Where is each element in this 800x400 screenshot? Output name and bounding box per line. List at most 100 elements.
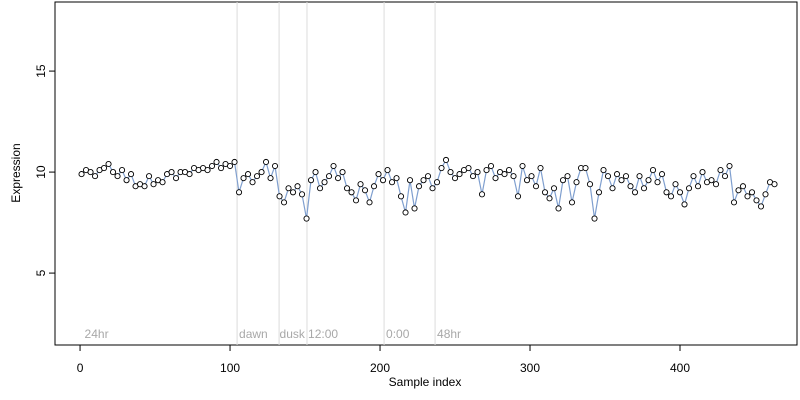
data-point: [402, 209, 409, 216]
data-point: [141, 183, 148, 190]
data-point: [654, 179, 661, 186]
data-point: [771, 181, 778, 188]
data-point: [739, 183, 747, 190]
data-point: [627, 183, 634, 190]
data-point: [744, 193, 751, 200]
data-point: [298, 191, 306, 198]
data-point: [226, 162, 234, 170]
data-point: [150, 181, 157, 188]
annotation: dusk: [280, 327, 306, 341]
data-point: [303, 215, 310, 222]
data-point: [285, 185, 292, 192]
data-point: [159, 179, 166, 186]
data-point: [690, 173, 697, 180]
data-point: [240, 175, 247, 182]
data-point: [370, 183, 378, 190]
data-point: [312, 169, 319, 176]
x-tick-label: 100: [220, 361, 240, 375]
data-point: [550, 185, 558, 192]
data-point: [411, 205, 418, 212]
data-point: [469, 173, 477, 180]
x-axis-title: Sample index: [389, 375, 462, 389]
data-point: [541, 189, 549, 196]
x-tick-label: 400: [670, 361, 690, 375]
data-point: [249, 179, 256, 186]
data-point: [357, 181, 364, 188]
data-point: [114, 173, 121, 180]
y-tick-label: 5: [34, 269, 48, 276]
data-point: [280, 199, 288, 206]
data-point: [348, 189, 355, 196]
y-tick-label: 10: [34, 165, 48, 179]
data-point: [694, 183, 702, 190]
annotation: 0:00: [386, 327, 410, 341]
annotation: dawn: [239, 327, 268, 341]
data-point: [586, 181, 594, 188]
data-point: [667, 193, 675, 200]
data-point: [456, 171, 463, 178]
data-point: [415, 183, 423, 190]
data-point: [555, 205, 562, 212]
data-point: [532, 183, 540, 190]
data-point: [384, 167, 391, 174]
data-point: [483, 167, 490, 174]
data-point: [109, 169, 117, 176]
data-point: [420, 177, 427, 184]
data-point: [681, 201, 688, 208]
data-point: [276, 193, 283, 200]
data-point: [442, 156, 450, 164]
data-point: [366, 199, 373, 206]
data-point: [546, 195, 553, 202]
data-point: [294, 183, 301, 190]
data-point: [388, 179, 396, 186]
data-point: [528, 173, 535, 180]
data-point: [361, 187, 369, 194]
x-tick-label: 300: [520, 361, 540, 375]
data-point: [168, 169, 175, 176]
annotation: 12:00: [308, 327, 338, 341]
data-point: [600, 167, 607, 174]
data-point: [663, 189, 670, 196]
data-point: [609, 185, 616, 192]
data-point: [505, 167, 513, 174]
data-point: [433, 179, 441, 186]
data-point: [757, 203, 765, 210]
x-tick-label: 0: [77, 361, 84, 375]
annotation: 24hr: [85, 327, 109, 341]
data-point: [568, 199, 576, 206]
data-point: [208, 162, 216, 170]
data-point: [451, 175, 459, 182]
data-point: [726, 162, 733, 170]
y-axis-title: Expression: [9, 143, 23, 202]
data-point: [258, 169, 265, 176]
data-point: [343, 185, 351, 192]
data-point: [636, 173, 643, 180]
data-point: [271, 162, 279, 170]
data-point: [564, 173, 571, 180]
data-point: [186, 171, 193, 178]
data-point: [375, 171, 382, 178]
x-tick-label: 200: [370, 361, 390, 375]
data-point: [672, 181, 679, 188]
data-point: [145, 173, 153, 180]
data-point: [595, 189, 603, 196]
data-point: [429, 185, 436, 192]
data-point: [244, 171, 252, 178]
data-point: [352, 197, 360, 204]
data-point: [118, 167, 126, 174]
data-point: [514, 193, 522, 200]
data-point: [699, 169, 706, 176]
data-point: [748, 189, 756, 196]
data-point: [127, 171, 135, 178]
data-point: [487, 162, 495, 170]
data-point: [231, 158, 238, 166]
data-point: [447, 169, 454, 176]
data-point: [379, 177, 387, 184]
data-point: [753, 197, 760, 204]
data-point: [204, 167, 211, 174]
data-point: [478, 191, 486, 198]
data-point: [613, 171, 621, 178]
data-point: [91, 173, 99, 180]
data-point: [658, 171, 666, 178]
annotation: 48hr: [437, 327, 461, 341]
